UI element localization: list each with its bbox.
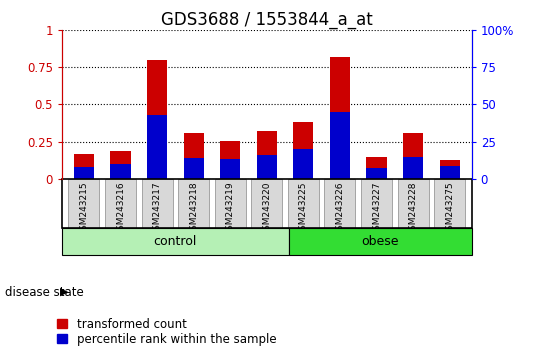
Bar (330, 57, 350, 179)
Bar (367, 157, 386, 179)
Bar (215, 179, 246, 228)
Text: GSM243220: GSM243220 (262, 181, 271, 236)
Text: ▶: ▶ (60, 287, 69, 297)
Bar (184, 158, 204, 179)
Bar (147, 60, 167, 179)
Bar (74, 154, 94, 179)
Bar (105, 179, 136, 228)
Bar (367, 169, 386, 179)
Bar (324, 179, 356, 228)
Text: GSM243218: GSM243218 (189, 181, 198, 236)
Bar (147, 115, 167, 179)
Bar (440, 166, 460, 179)
Text: GSM243219: GSM243219 (226, 181, 234, 236)
Bar (178, 179, 209, 228)
Bar (289, 228, 472, 255)
Text: GSM243227: GSM243227 (372, 181, 381, 236)
Bar (220, 141, 240, 179)
Bar (257, 155, 277, 179)
Bar (257, 131, 277, 179)
Bar (293, 121, 314, 179)
Text: GSM243226: GSM243226 (335, 181, 344, 236)
Bar (361, 179, 392, 228)
Bar (434, 179, 465, 228)
Text: obese: obese (362, 235, 399, 248)
Bar (110, 150, 130, 179)
Text: GSM243215: GSM243215 (79, 181, 88, 236)
Text: control: control (154, 235, 197, 248)
Bar (110, 164, 130, 179)
Text: disease state: disease state (5, 286, 84, 298)
Legend: transformed count, percentile rank within the sample: transformed count, percentile rank withi… (54, 316, 279, 348)
Title: GDS3688 / 1553844_a_at: GDS3688 / 1553844_a_at (161, 11, 372, 29)
Bar (293, 149, 314, 179)
Bar (403, 157, 423, 179)
Bar (251, 179, 282, 228)
Bar (288, 179, 319, 228)
Bar (142, 179, 172, 228)
Bar (398, 179, 429, 228)
Bar (62, 228, 289, 255)
Bar (220, 159, 240, 179)
Bar (184, 133, 204, 179)
Text: GSM243225: GSM243225 (299, 181, 308, 236)
Bar (403, 133, 423, 179)
Text: GSM243228: GSM243228 (409, 181, 418, 236)
Text: GSM243216: GSM243216 (116, 181, 125, 236)
Text: GSM243217: GSM243217 (153, 181, 162, 236)
Bar (330, 112, 350, 179)
Bar (74, 167, 94, 179)
Text: GSM243275: GSM243275 (445, 181, 454, 236)
Bar (68, 179, 100, 228)
Bar (440, 160, 460, 179)
